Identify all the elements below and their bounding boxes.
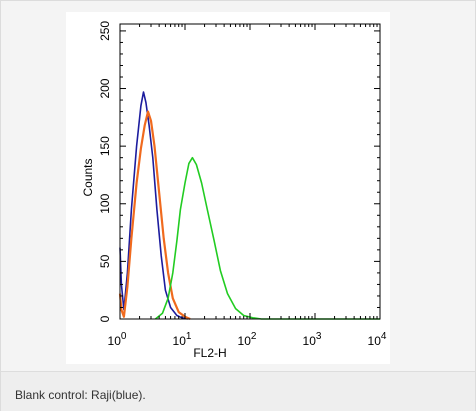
labels-layer: 0 50 100 150 200 250 100 101 102 103 104 FL2-H Count… xyxy=(81,21,387,360)
x-tick-label: 104 xyxy=(368,331,387,348)
y-tick-label: 100 xyxy=(98,193,112,213)
figure-caption: Blank control: Raji(blue). xyxy=(15,388,146,402)
x-tick-label: 103 xyxy=(303,331,322,348)
plot-area-border xyxy=(119,23,381,320)
x-tick-label: 102 xyxy=(238,331,257,348)
y-tick-label: 50 xyxy=(98,254,112,268)
series-line-1 xyxy=(119,91,188,320)
x-tick-label: 100 xyxy=(108,331,127,348)
x-tick-label: 101 xyxy=(173,331,192,348)
series-line-2 xyxy=(118,110,191,321)
ticks-layer xyxy=(119,24,381,320)
series-line-3 xyxy=(154,156,380,320)
y-tick-label: 150 xyxy=(98,136,112,156)
caption-bar xyxy=(1,371,475,411)
y-tick-label: 0 xyxy=(98,315,112,322)
series-layer xyxy=(118,91,380,321)
y-axis-title: Counts xyxy=(81,158,95,196)
x-axis-title: FL2-H xyxy=(193,346,226,360)
y-tick-label: 200 xyxy=(98,78,112,98)
y-tick-label: 250 xyxy=(98,21,112,41)
